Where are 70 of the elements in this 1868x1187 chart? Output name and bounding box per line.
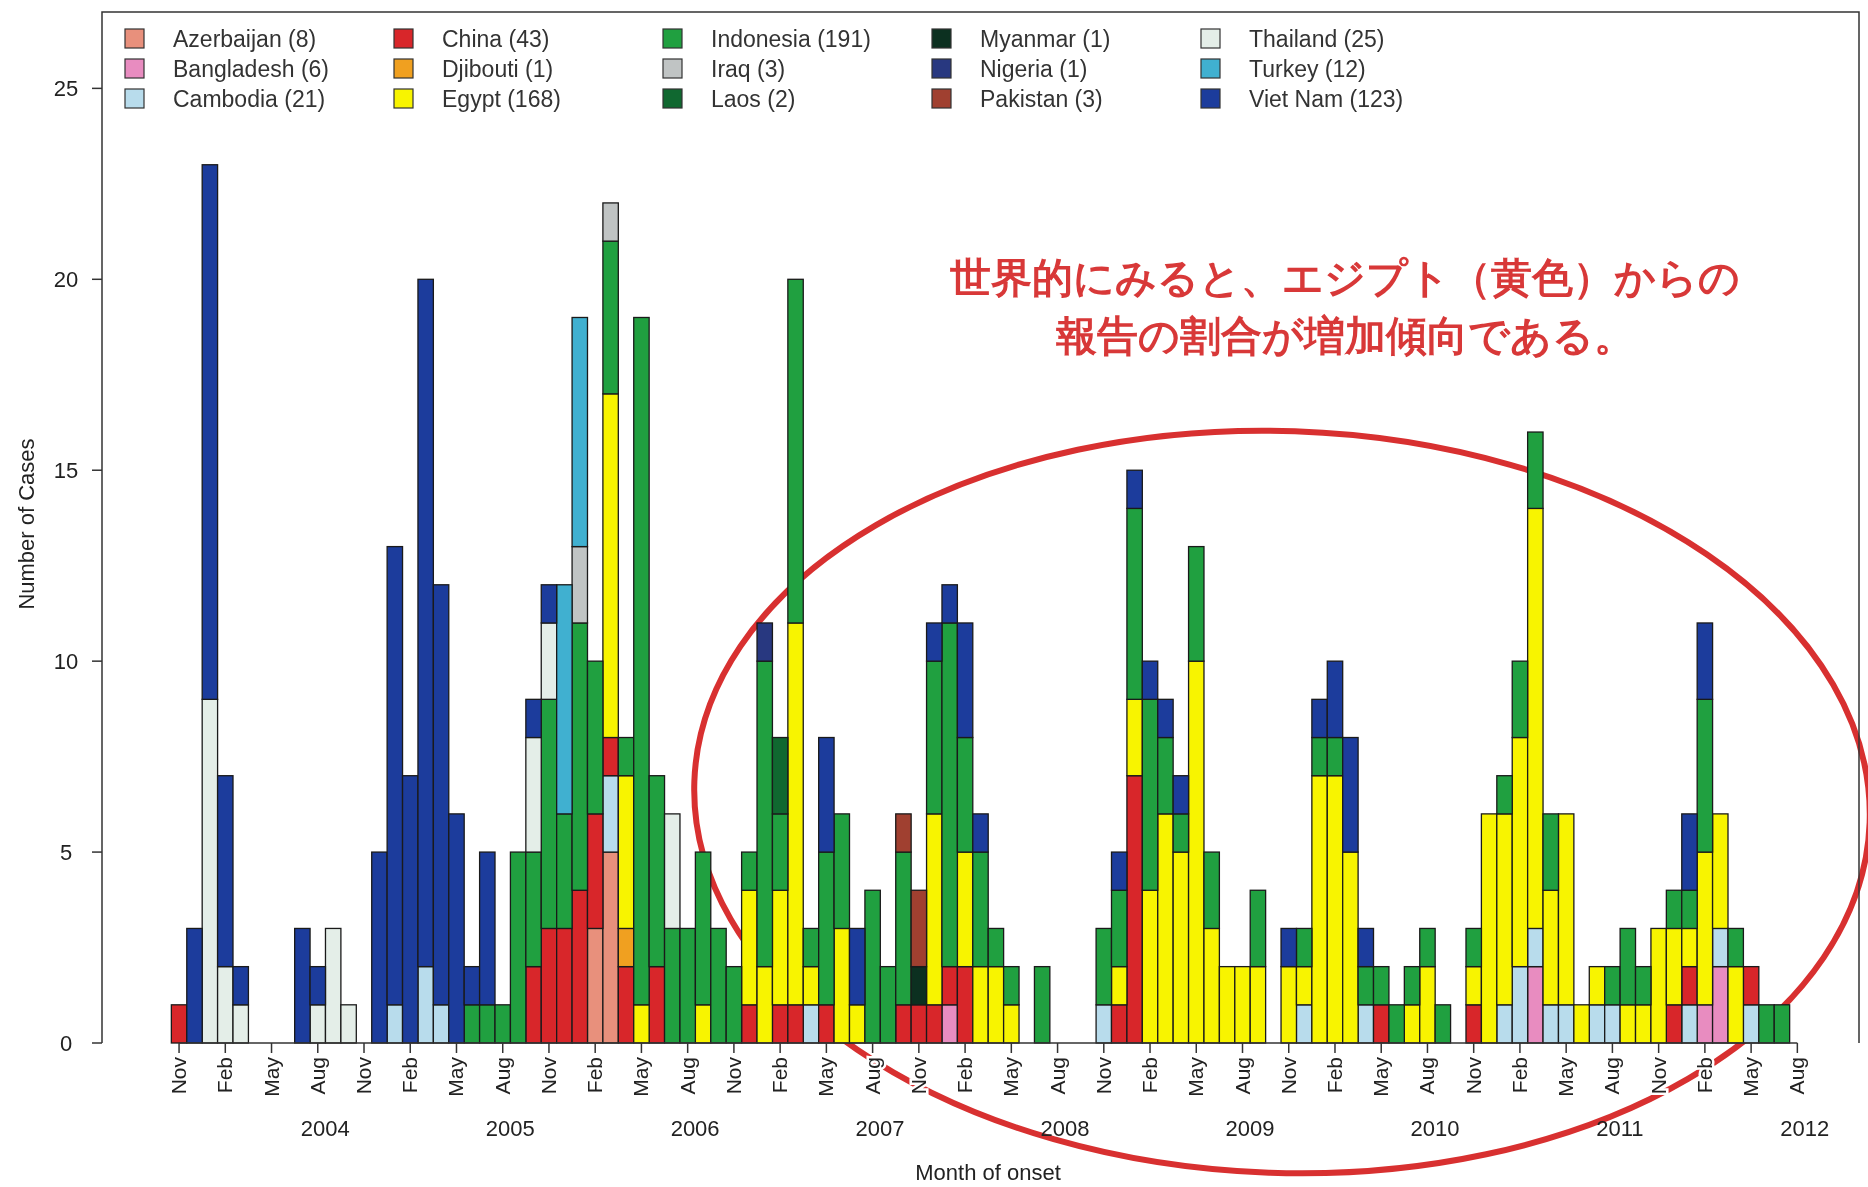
x-tick-label: Aug [1785,1057,1809,1095]
y-tick-label: 20 [53,267,79,293]
x-tick-label: Aug [1415,1057,1439,1095]
x-tick-label: Feb [768,1057,792,1094]
legend-label: Azerbaijan (8) [173,26,317,52]
legend-label: Viet Nam (123) [1249,86,1404,112]
x-tick-label: May [1739,1056,1763,1097]
x2-tick-label: 2006 [670,1116,720,1141]
x-tick-label: Feb [213,1057,237,1094]
legend-label: Iraq (3) [711,56,786,82]
x-tick-label: Nov [1646,1056,1670,1095]
x-tick-label: Aug [305,1057,329,1095]
x-tick-label: May [444,1056,468,1097]
legend-label: Turkey (12) [1249,56,1366,82]
x2-tick-label: 2009 [1225,1116,1275,1141]
x-tick-label: Aug [1600,1057,1624,1095]
x-tick-label: May [1554,1056,1578,1097]
x2-tick-label: 2010 [1410,1116,1460,1141]
legend-label: Laos (2) [711,86,796,112]
x-tick-label: Aug [675,1057,699,1095]
x-tick-label: Nov [1461,1056,1485,1095]
x2-tick-label: 2008 [1040,1116,1090,1141]
x-tick-label: Aug [490,1057,514,1095]
legend-label: Nigeria (1) [980,56,1088,82]
x-tick-label: May [814,1056,838,1097]
x-tick-label: Nov [167,1056,191,1095]
x-tick-label: Aug [1045,1057,1069,1095]
x-tick-label: Feb [1138,1057,1162,1094]
legend-label: Thailand (25) [1249,26,1385,52]
y-tick-label: 10 [53,649,79,675]
legend-label: Pakistan (3) [980,86,1103,112]
annotation: 世界的にみると、エジプト（黄色）からの報告の割合が増加傾向である。 [949,255,1740,359]
legend-label: China (43) [442,26,550,52]
x-tick-label: May [1369,1056,1393,1097]
x-tick-label: Feb [953,1057,977,1094]
y-tick-label: 5 [59,840,73,866]
x-tick-label: Nov [1091,1056,1115,1095]
x-tick-label: Feb [1507,1057,1531,1094]
x-tick-label: Nov [1276,1056,1300,1095]
x-axis-title: Month of onset [915,1160,1061,1185]
legend-label: Djibouti (1) [442,56,554,82]
x-tick-label: May [999,1056,1023,1097]
legend-label: Myanmar (1) [980,26,1111,52]
x2-tick-label: 2011 [1596,1116,1644,1141]
legend-label: Bangladesh (6) [173,56,329,82]
x-tick-label: May [629,1056,653,1097]
x-tick-label: Feb [1692,1057,1716,1094]
x2-tick-label: 2007 [855,1116,905,1141]
x2-tick-label: 2005 [485,1116,535,1141]
bar [1033,965,1051,1044]
y-tick-label: 0 [59,1031,73,1056]
y-axis-title: Number of Cases [14,438,39,610]
legend-label: Cambodia (21) [173,86,326,112]
y-tick-label: 15 [53,458,79,484]
x-tick-label: May [1184,1056,1208,1097]
x-tick-label: Nov [906,1056,930,1095]
x-tick-label: Nov [721,1056,745,1095]
x-tick-label: Nov [352,1056,376,1095]
y-tick-label: 25 [53,76,79,102]
x-tick-label: May [259,1056,283,1097]
x-tick-label: Feb [583,1057,607,1094]
x2-tick-label: 2012 [1780,1116,1830,1141]
legend-label: Indonesia (191) [711,26,871,52]
x-tick-label: Feb [1322,1057,1346,1094]
x-tick-label: Aug [1230,1057,1254,1095]
x-tick-label: Nov [536,1056,560,1095]
x-tick-label: Feb [398,1057,422,1094]
x2-tick-label: 2004 [300,1116,350,1141]
x-tick-label: Aug [860,1057,884,1095]
legend-label: Egypt (168) [442,86,561,112]
